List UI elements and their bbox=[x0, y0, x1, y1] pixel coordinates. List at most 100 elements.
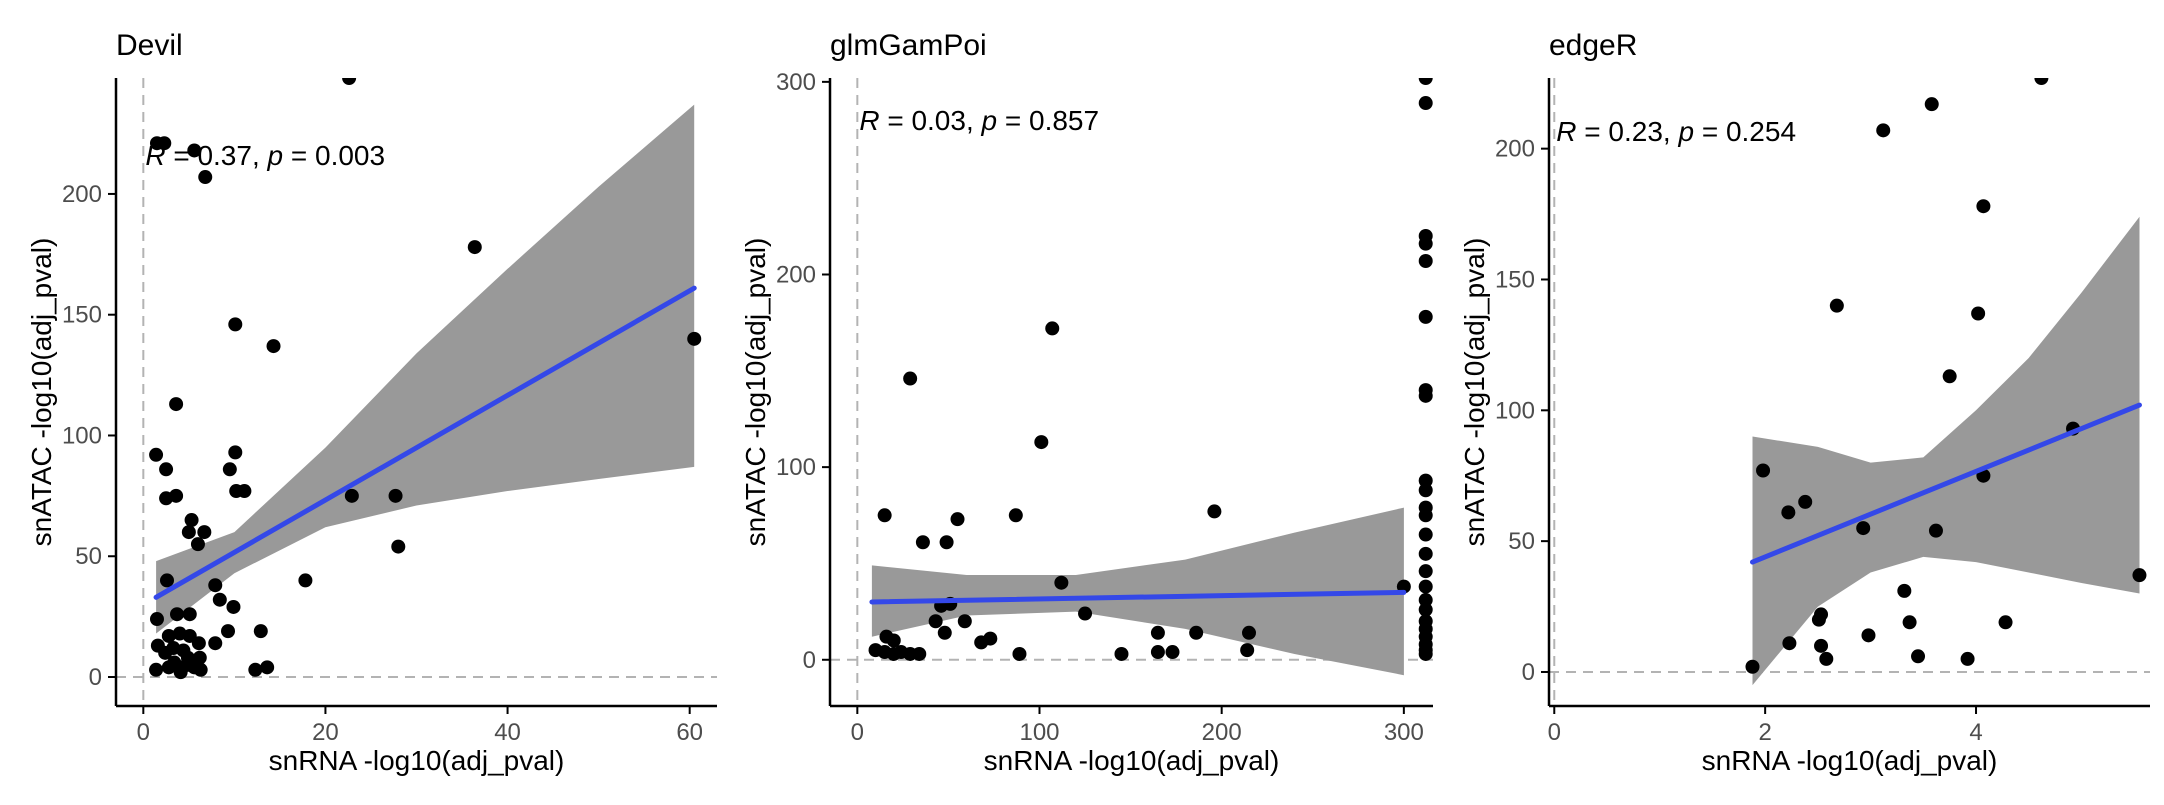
data-point bbox=[149, 612, 164, 627]
data-point bbox=[2034, 78, 2049, 85]
data-point bbox=[193, 662, 208, 677]
data-point bbox=[248, 662, 263, 677]
data-point bbox=[1861, 628, 1876, 643]
data-point bbox=[1819, 651, 1834, 666]
data-point bbox=[2132, 568, 2147, 583]
data-point bbox=[1924, 97, 1939, 112]
data-point bbox=[1418, 309, 1433, 324]
data-point bbox=[149, 662, 164, 677]
data-point bbox=[1876, 123, 1891, 138]
panel-title: glmGamPoi bbox=[830, 29, 987, 62]
data-point bbox=[1034, 435, 1049, 450]
data-point bbox=[1418, 593, 1433, 608]
data-point bbox=[298, 573, 313, 588]
data-point bbox=[886, 633, 901, 648]
y-axis-title: snATAC -log10(adj_pval) bbox=[740, 238, 771, 547]
x-tick-label: 0 bbox=[1548, 719, 1561, 746]
panel-2: glmGamPoi R = 0.03, p = 0.857 0 100 200 300 0 1… bbox=[740, 29, 1433, 776]
x-tick-label: 0 bbox=[137, 719, 150, 746]
x-tick-label: 0 bbox=[851, 719, 864, 746]
data-point bbox=[1942, 369, 1957, 384]
data-point bbox=[915, 535, 930, 550]
data-point bbox=[1189, 625, 1204, 640]
data-point bbox=[974, 635, 989, 650]
data-point bbox=[228, 445, 243, 460]
data-point bbox=[1798, 494, 1813, 509]
data-point bbox=[687, 331, 702, 346]
data-point bbox=[1418, 546, 1433, 561]
data-point bbox=[950, 512, 965, 527]
data-point bbox=[1998, 615, 2013, 630]
data-point bbox=[1897, 583, 1912, 598]
data-point bbox=[1856, 521, 1871, 536]
data-point bbox=[191, 636, 206, 651]
data-point bbox=[221, 624, 236, 639]
data-point bbox=[182, 607, 197, 622]
data-point bbox=[1150, 625, 1165, 640]
data-point bbox=[388, 488, 403, 503]
data-point bbox=[169, 397, 184, 412]
x-tick-label: 100 bbox=[1019, 719, 1059, 746]
data-point bbox=[1242, 625, 1257, 640]
confidence-band bbox=[156, 104, 695, 634]
data-point bbox=[1045, 321, 1060, 336]
data-point bbox=[1745, 659, 1760, 674]
data-point bbox=[342, 78, 357, 85]
data-point bbox=[344, 488, 359, 503]
data-point bbox=[1902, 615, 1917, 630]
data-point bbox=[1418, 236, 1433, 251]
panel-title: edgeR bbox=[1549, 29, 1637, 62]
data-point bbox=[149, 447, 164, 462]
data-point bbox=[161, 628, 176, 643]
data-point bbox=[159, 573, 174, 588]
data-point bbox=[170, 607, 185, 622]
data-point bbox=[181, 525, 196, 540]
data-point bbox=[212, 592, 227, 607]
data-point bbox=[1418, 646, 1433, 661]
data-point bbox=[1960, 651, 1975, 666]
regression-line bbox=[1749, 402, 2142, 565]
data-point bbox=[222, 462, 237, 477]
data-point bbox=[1054, 575, 1069, 590]
data-point bbox=[208, 578, 223, 593]
y-tick-label: 200 bbox=[62, 181, 102, 208]
y-tick-label: 0 bbox=[1522, 659, 1535, 686]
data-point bbox=[1008, 508, 1023, 523]
data-point bbox=[190, 537, 205, 552]
data-point bbox=[939, 535, 954, 550]
data-point bbox=[1814, 638, 1829, 653]
data-point bbox=[1012, 646, 1027, 661]
y-axis-title: snATAC -log10(adj_pval) bbox=[1459, 238, 1490, 547]
data-point bbox=[1971, 306, 1986, 321]
y-tick-label: 0 bbox=[89, 664, 102, 691]
data-point bbox=[937, 625, 952, 640]
data-point bbox=[1418, 602, 1433, 617]
data-point bbox=[1150, 645, 1165, 660]
plot-area bbox=[116, 78, 717, 706]
confidence-band bbox=[1752, 216, 2140, 686]
y-tick-label: 100 bbox=[62, 422, 102, 449]
data-point bbox=[1976, 199, 1991, 214]
data-point bbox=[159, 462, 174, 477]
data-point bbox=[903, 371, 918, 386]
data-point bbox=[1928, 523, 1943, 538]
y-tick-label: 200 bbox=[1495, 136, 1535, 163]
y-tick-label: 0 bbox=[803, 647, 816, 674]
data-point bbox=[928, 614, 943, 629]
data-point bbox=[1207, 504, 1222, 519]
y-tick-label: 50 bbox=[1508, 528, 1535, 555]
x-tick-label: 200 bbox=[1202, 719, 1242, 746]
data-point bbox=[1418, 78, 1433, 85]
regression-line bbox=[153, 285, 697, 600]
data-point bbox=[467, 240, 482, 255]
data-point bbox=[157, 136, 172, 151]
data-point bbox=[1418, 483, 1433, 498]
y-tick-label: 300 bbox=[776, 69, 816, 96]
x-tick-label: 60 bbox=[676, 719, 703, 746]
regression-line bbox=[869, 589, 1407, 605]
x-axis-title: snRNA -log10(adj_pval) bbox=[1702, 745, 1998, 776]
correlation-annotation: R = 0.03, p = 0.857 bbox=[859, 105, 1099, 136]
data-point bbox=[237, 484, 252, 499]
data-point bbox=[1418, 96, 1433, 111]
